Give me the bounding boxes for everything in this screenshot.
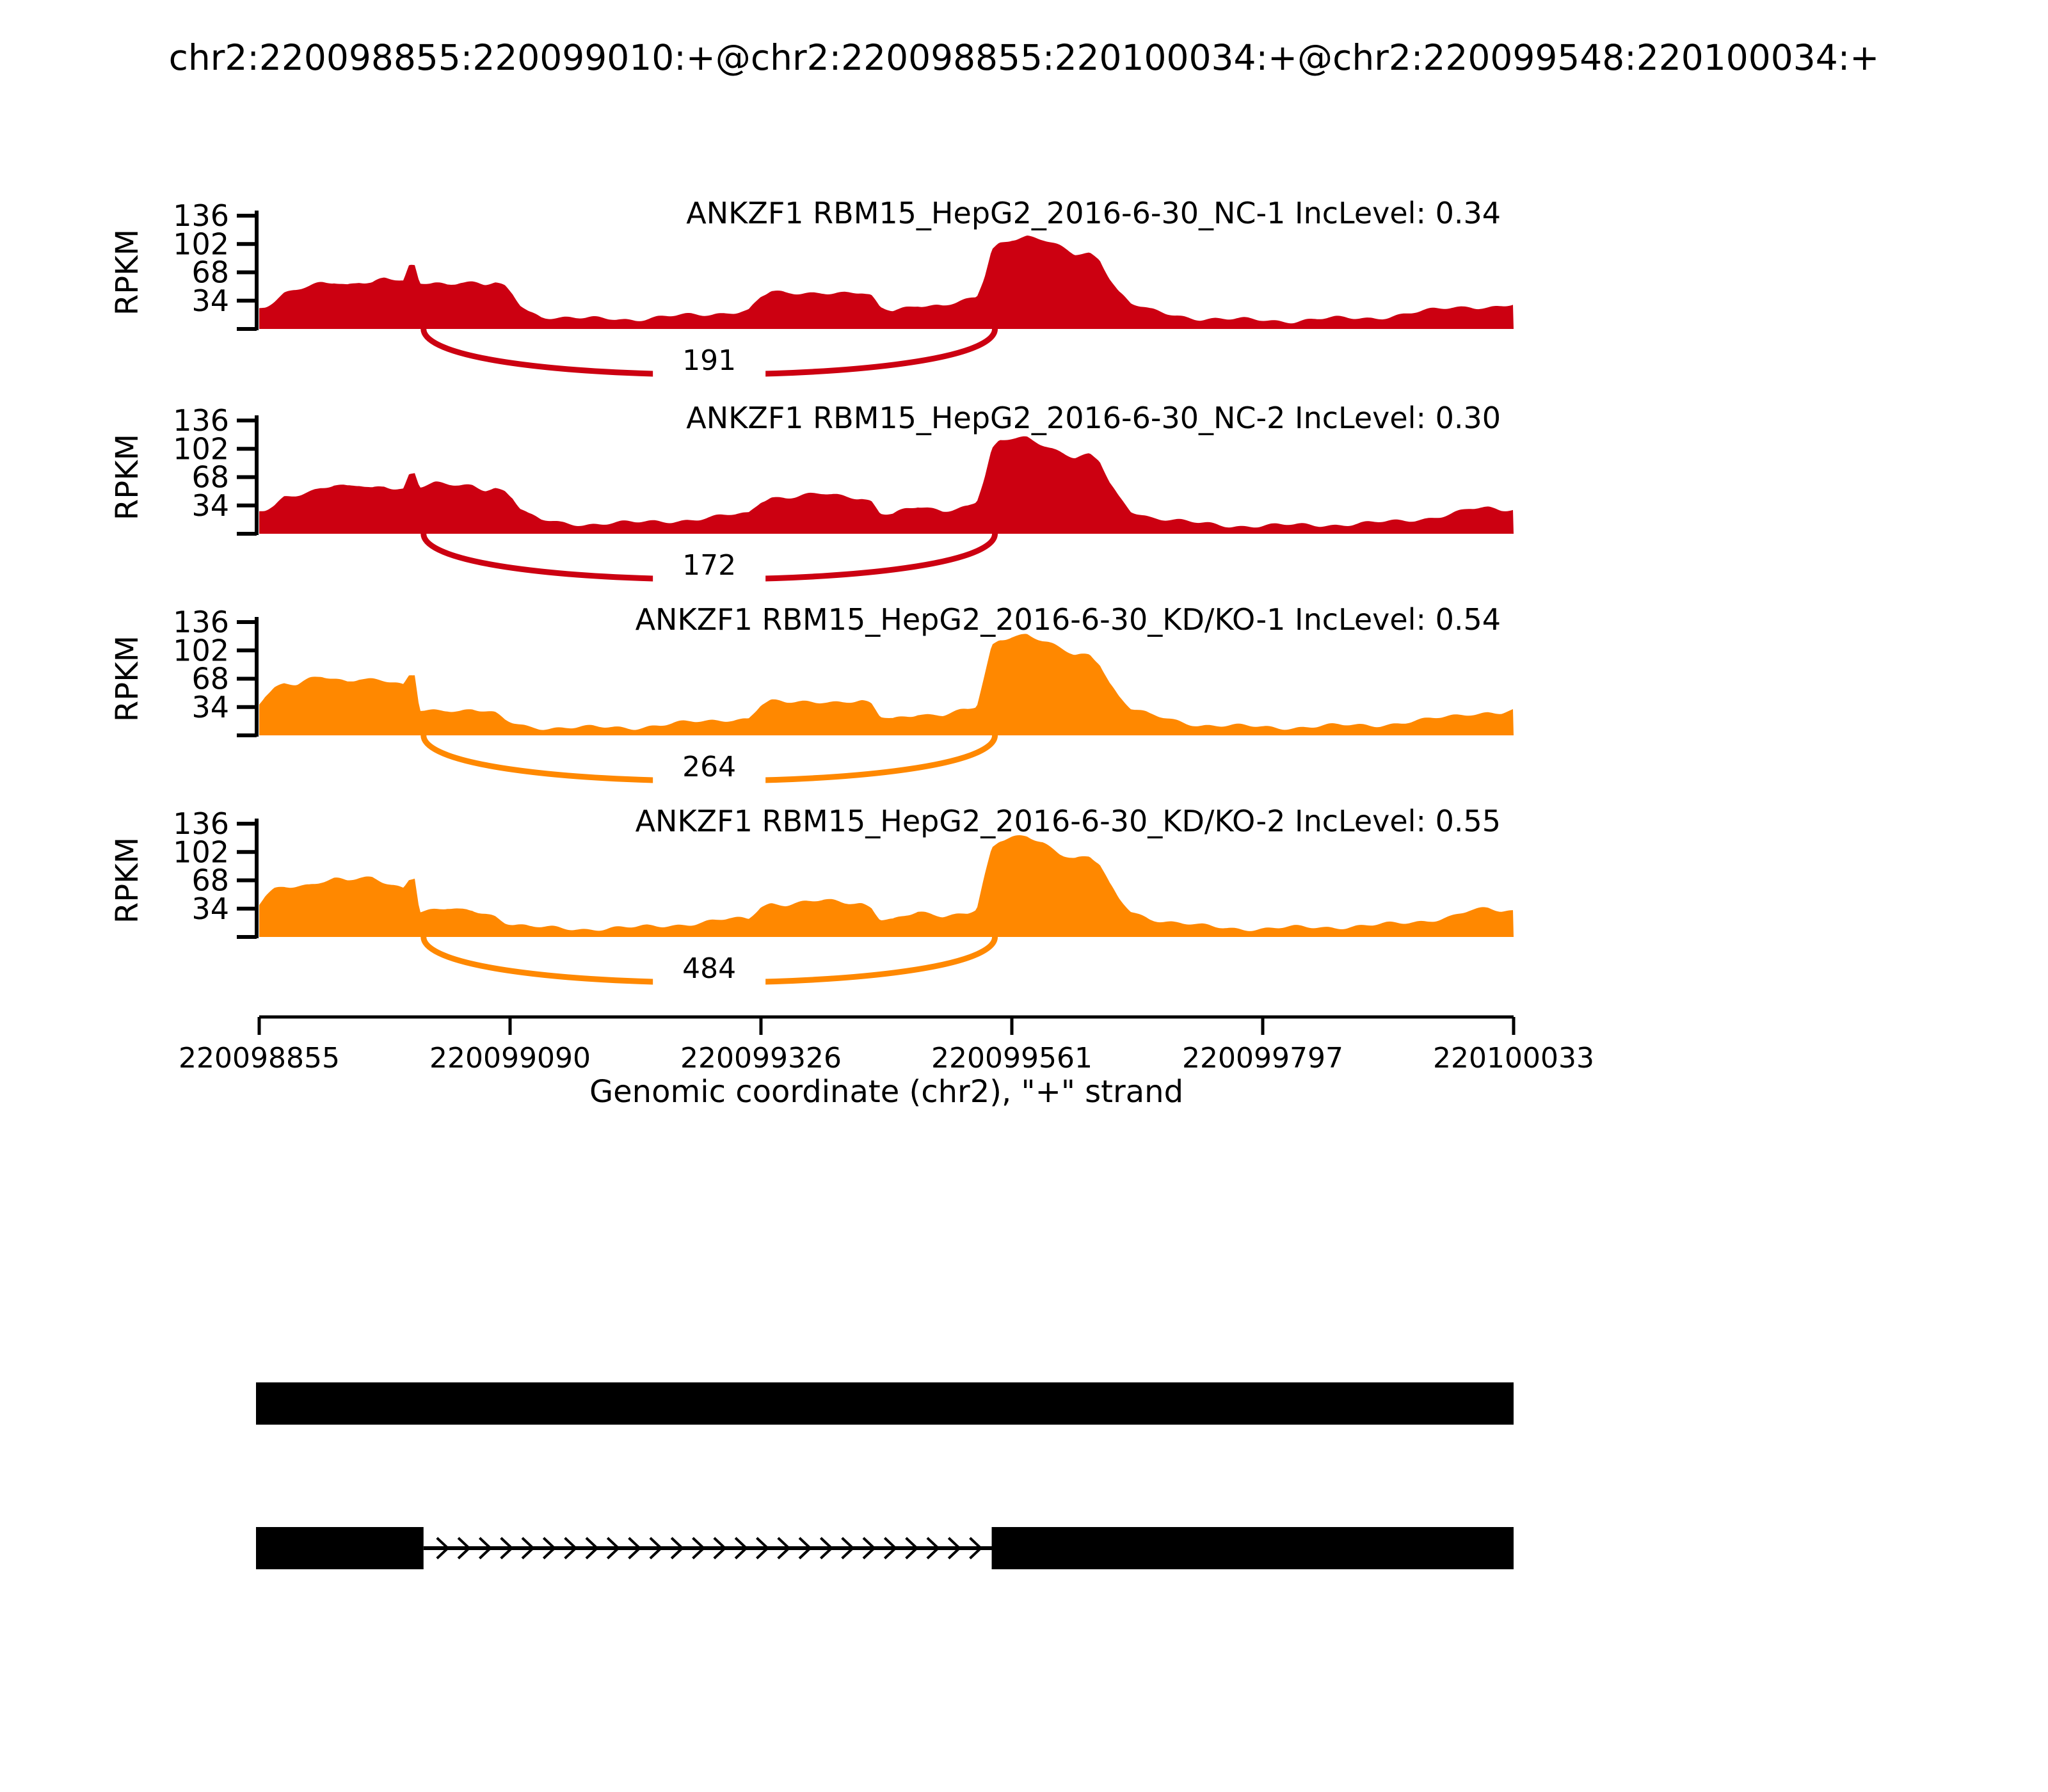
y-axis-title: RPKM [109, 434, 145, 520]
y-tick-label: 68 [191, 255, 229, 290]
coverage-area [259, 436, 1514, 534]
junction-count-label: 484 [682, 952, 736, 985]
strand-arrow-icon [479, 1537, 493, 1560]
gene-model-exon-skipped [256, 1527, 424, 1569]
y-tick-label: 136 [173, 403, 229, 438]
y-tick-label: 136 [173, 806, 229, 841]
track-title: ANKZF1 RBM15_HepG2_2016-6-30_NC-2 IncLev… [686, 401, 1501, 435]
strand-arrow-icon [585, 1537, 599, 1560]
strand-arrow-icon [457, 1537, 471, 1560]
junction-label-backing [653, 550, 766, 584]
figure-title: chr2:220098855:220099010:+@chr2:22009885… [168, 37, 1880, 78]
strand-arrow-icon [969, 1537, 983, 1560]
y-tick-label: 102 [173, 835, 229, 869]
coverage-area [259, 835, 1514, 937]
coverage-area [259, 236, 1514, 329]
y-axis-title: RPKM [109, 229, 145, 316]
x-tick-label: 220099797 [1182, 1042, 1343, 1075]
strand-arrow-icon [862, 1537, 876, 1560]
track-title: ANKZF1 RBM15_HepG2_2016-6-30_KD/KO-1 Inc… [636, 602, 1501, 637]
y-tick-label: 34 [191, 284, 229, 318]
strand-arrow-icon [819, 1537, 834, 1560]
strand-arrow-icon [564, 1537, 578, 1560]
strand-arrow-icon [883, 1537, 898, 1560]
strand-arrow-icon [436, 1537, 450, 1560]
y-tick-label: 68 [191, 863, 229, 898]
y-axis-title: RPKM [109, 837, 145, 924]
y-axis-title: RPKM [109, 636, 145, 722]
strand-arrow-icon [926, 1537, 940, 1560]
coverage-area [259, 634, 1514, 735]
y-tick-label: 34 [191, 892, 229, 926]
strand-arrow-icon [628, 1537, 642, 1560]
track-title: ANKZF1 RBM15_HepG2_2016-6-30_KD/KO-2 Inc… [636, 804, 1501, 838]
y-tick-label: 136 [173, 198, 229, 233]
strand-arrow-icon [521, 1537, 535, 1560]
x-tick-label: 220099326 [680, 1042, 842, 1075]
x-tick-label: 220098855 [179, 1042, 340, 1075]
junction-count-label: 172 [682, 549, 736, 582]
junction-count-label: 264 [682, 751, 736, 783]
strand-arrow-icon [756, 1537, 770, 1560]
gene-model-exon-long [256, 1382, 1514, 1425]
gene-model-exon-skipped [991, 1527, 1514, 1569]
strand-arrow-icon [713, 1537, 727, 1560]
junction-label-backing [653, 752, 766, 785]
junction-label-backing [653, 346, 766, 379]
x-axis-title: Genomic coordinate (chr2), "+" strand [589, 1074, 1183, 1110]
strand-arrow-icon [606, 1537, 621, 1560]
y-tick-label: 34 [191, 488, 229, 523]
y-tick-label: 102 [173, 431, 229, 466]
strand-arrow-icon [692, 1537, 706, 1560]
strand-arrow-icon [777, 1537, 791, 1560]
strand-arrow-icon [670, 1537, 685, 1560]
strand-arrow-icon [841, 1537, 855, 1560]
y-tick-label: 68 [191, 460, 229, 495]
y-tick-label: 68 [191, 662, 229, 696]
y-tick-label: 102 [173, 633, 229, 668]
strand-arrow-icon [649, 1537, 663, 1560]
junction-count-label: 191 [682, 344, 736, 377]
y-tick-label: 102 [173, 227, 229, 261]
x-tick-label: 220099090 [429, 1042, 591, 1075]
strand-arrow-icon [734, 1537, 749, 1560]
strand-arrow-icon [500, 1537, 514, 1560]
strand-arrow-icon [542, 1537, 557, 1560]
strand-arrow-icon [947, 1537, 962, 1560]
y-tick-label: 136 [173, 605, 229, 639]
junction-label-backing [653, 954, 766, 987]
x-tick-label: 220100033 [1433, 1042, 1594, 1075]
y-tick-label: 34 [191, 690, 229, 724]
strand-arrow-icon [798, 1537, 812, 1560]
x-tick-label: 220099561 [931, 1042, 1092, 1075]
track-title: ANKZF1 RBM15_HepG2_2016-6-30_NC-1 IncLev… [686, 196, 1501, 230]
strand-arrow-icon [905, 1537, 919, 1560]
